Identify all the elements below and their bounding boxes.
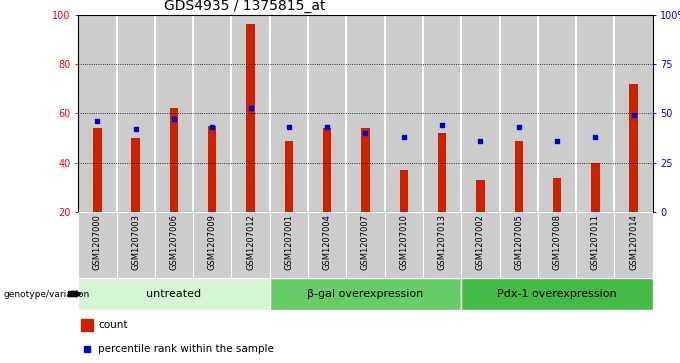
Text: GSM1207000: GSM1207000	[93, 214, 102, 270]
Text: genotype/variation: genotype/variation	[3, 290, 90, 298]
Bar	[438, 133, 446, 212]
Bar	[361, 128, 370, 212]
Bar	[515, 140, 523, 212]
Bar	[116, 212, 155, 278]
Bar	[538, 212, 576, 278]
Bar	[231, 212, 270, 278]
Text: Pdx-1 overexpression: Pdx-1 overexpression	[497, 289, 617, 299]
Text: GSM1207012: GSM1207012	[246, 214, 255, 270]
Bar	[270, 15, 308, 212]
Bar	[131, 138, 140, 212]
Bar	[78, 15, 116, 212]
Text: GSM1207002: GSM1207002	[476, 214, 485, 270]
Bar	[93, 128, 101, 212]
Bar	[615, 15, 653, 212]
Bar	[116, 15, 155, 212]
Text: untreated: untreated	[146, 289, 201, 299]
Bar	[155, 212, 193, 278]
Bar	[308, 15, 346, 212]
Bar	[385, 212, 423, 278]
Text: GSM1207008: GSM1207008	[553, 214, 562, 270]
Bar	[538, 15, 576, 212]
Text: GSM1207013: GSM1207013	[438, 214, 447, 270]
Bar	[615, 212, 653, 278]
Text: GSM1207001: GSM1207001	[284, 214, 293, 270]
Bar	[78, 278, 270, 310]
Bar	[155, 15, 193, 212]
Bar	[476, 180, 485, 212]
Bar	[246, 24, 255, 212]
Text: GDS4935 / 1375815_at: GDS4935 / 1375815_at	[165, 0, 326, 13]
Bar	[231, 15, 270, 212]
Bar	[461, 212, 500, 278]
Bar	[308, 212, 346, 278]
Text: GSM1207004: GSM1207004	[323, 214, 332, 270]
Bar	[630, 84, 638, 212]
Text: β-gal overexpression: β-gal overexpression	[307, 289, 424, 299]
Text: GSM1207009: GSM1207009	[208, 214, 217, 270]
Bar	[193, 212, 231, 278]
Bar	[208, 126, 216, 212]
Text: count: count	[99, 320, 128, 330]
Bar	[346, 212, 385, 278]
Text: GSM1207014: GSM1207014	[629, 214, 638, 270]
Bar	[323, 128, 331, 212]
Bar	[576, 212, 615, 278]
Bar	[400, 170, 408, 212]
Bar	[270, 212, 308, 278]
Bar	[576, 15, 615, 212]
Text: percentile rank within the sample: percentile rank within the sample	[99, 344, 274, 354]
Text: GSM1207006: GSM1207006	[169, 214, 178, 270]
Bar	[500, 212, 538, 278]
Text: GSM1207005: GSM1207005	[514, 214, 523, 270]
Text: GSM1207003: GSM1207003	[131, 214, 140, 270]
Bar	[423, 212, 461, 278]
Bar	[461, 15, 500, 212]
Text: GSM1207010: GSM1207010	[399, 214, 408, 270]
Bar	[346, 15, 385, 212]
Bar	[285, 140, 293, 212]
Bar	[170, 109, 178, 212]
Bar	[461, 278, 653, 310]
Bar	[500, 15, 538, 212]
Bar	[553, 178, 561, 212]
Bar	[78, 212, 116, 278]
Text: GSM1207007: GSM1207007	[361, 214, 370, 270]
Bar	[385, 15, 423, 212]
Bar	[81, 319, 92, 331]
Bar	[193, 15, 231, 212]
Bar	[423, 15, 461, 212]
Bar	[591, 163, 600, 212]
Text: GSM1207011: GSM1207011	[591, 214, 600, 270]
Bar	[270, 278, 461, 310]
